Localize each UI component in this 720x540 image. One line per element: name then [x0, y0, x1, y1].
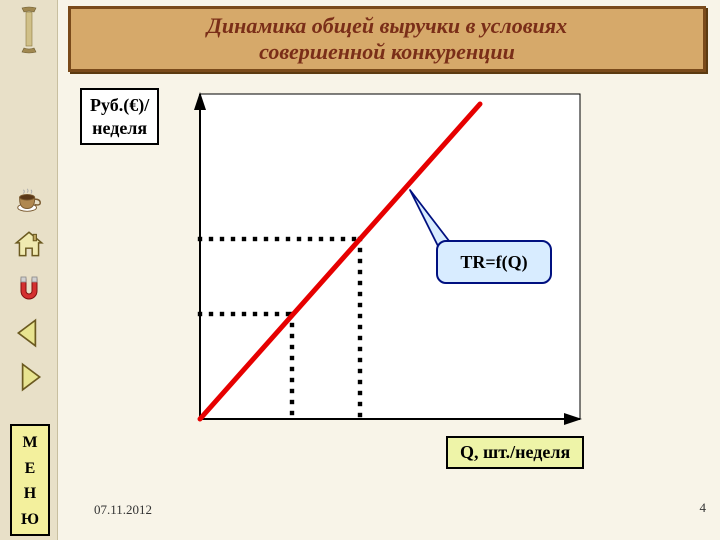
- title-bar: Динамика общей выручки в условиях соверш…: [68, 6, 706, 72]
- rail-scroll-decoration: [18, 6, 40, 54]
- cup-icon[interactable]: [8, 180, 50, 222]
- page-title: Динамика общей выручки в условиях соверш…: [207, 13, 567, 65]
- back-icon[interactable]: [8, 312, 50, 354]
- tr-callout: TR=f(Q): [436, 240, 552, 284]
- left-rail: М Е Н Ю: [0, 0, 58, 540]
- page-number: 4: [700, 500, 707, 516]
- magnet-icon[interactable]: [8, 268, 50, 310]
- home-icon[interactable]: [8, 224, 50, 266]
- callout-label: TR=f(Q): [460, 252, 527, 273]
- slide-date: 07.11.2012: [94, 502, 152, 518]
- next-icon[interactable]: [8, 356, 50, 398]
- menu-button[interactable]: М Е Н Ю: [10, 424, 50, 536]
- x-axis-label: Q, шт./неделя: [446, 436, 584, 469]
- y-axis-label: Руб.(€)/ неделя: [80, 88, 159, 145]
- menu-label: М Е Н Ю: [12, 430, 48, 532]
